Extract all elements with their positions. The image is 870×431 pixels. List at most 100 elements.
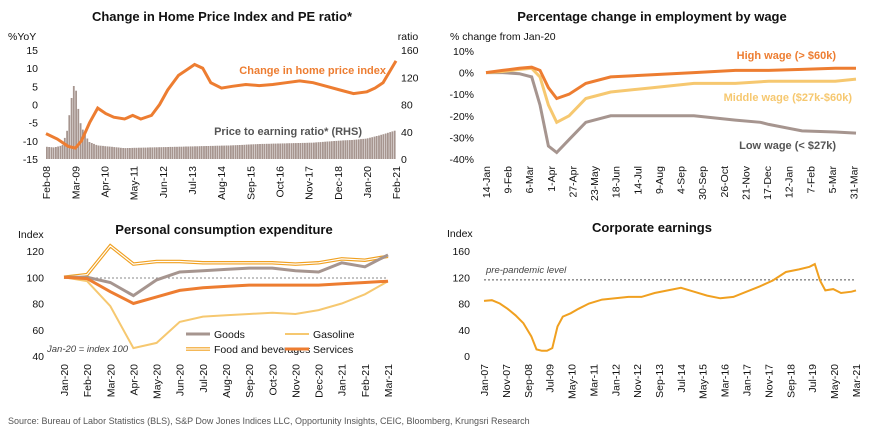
pce-x-tick: Feb-20 — [82, 364, 94, 397]
pe-ratio-bar — [268, 143, 270, 159]
pe-ratio-bar — [117, 147, 120, 159]
corporate-earnings-x-tick: Mar-11 — [589, 364, 601, 397]
employment-x-tick: 21-Nov — [740, 165, 752, 200]
pe-ratio-bar — [200, 146, 203, 159]
food-beverages-line — [63, 243, 389, 280]
pe-ratio-bar — [384, 133, 387, 159]
pe-ratio-bar — [162, 147, 165, 159]
pe-ratio-bar — [261, 143, 264, 159]
home-price-x-tick: Mar-09 — [70, 166, 82, 199]
home-price-y2-ticks: 0 40 80 120 160 — [401, 45, 419, 166]
employment-x-tick: 27-Apr — [568, 165, 580, 197]
pce-title: Personal consumption expenditure — [115, 222, 332, 237]
corporate-earnings-x-tick: Jul-09 — [545, 364, 557, 393]
pe-ratio-bar — [236, 145, 239, 159]
employment-y-tick: -10% — [449, 89, 474, 101]
employment-y-tick: -30% — [449, 132, 474, 144]
employment-x-tick: 26-Oct — [719, 166, 731, 198]
pe-ratio-bar — [315, 142, 317, 159]
home-price-x-tick: Jan-20 — [362, 166, 374, 198]
pce-y-tick: 60 — [32, 325, 44, 337]
legend-food-label: Food and beverages — [214, 344, 310, 356]
pe-ratio-bar — [160, 147, 163, 159]
employment-x-tick: 9-Aug — [654, 166, 666, 194]
pe-ratio-bar — [382, 134, 385, 159]
home-price-x-tick: Sep-15 — [245, 166, 257, 200]
pe-ratio-bar — [209, 145, 212, 159]
pe-ratio-bar — [250, 144, 252, 159]
home-price-x-tick: Oct-16 — [274, 166, 286, 198]
employment-x-tick: 30-Sep — [697, 166, 709, 200]
employment-x-tick: 18-Jun — [611, 166, 623, 198]
pe-ratio-bar — [339, 140, 342, 159]
pe-ratio-bar — [189, 146, 192, 159]
pe-ratio-bar — [256, 144, 259, 159]
pe-ratio-bar — [310, 142, 313, 159]
home-price-x-tick: Nov-17 — [304, 166, 316, 200]
low-wage-label: Low wage (< $27k) — [739, 140, 836, 152]
employment-x-tick: 14-Jul — [632, 166, 644, 195]
legend-goods-label: Goods — [214, 329, 245, 341]
pe-ratio-bar — [205, 146, 208, 159]
pe-ratio-bar — [142, 147, 145, 159]
employment-panel: Percentage change in employment by wage … — [449, 9, 860, 201]
corporate-earnings-title: Corporate earnings — [592, 220, 712, 235]
pe-ratio-bar — [169, 146, 172, 159]
pe-ratio-bar — [306, 142, 309, 159]
pe-ratio-bar — [124, 148, 127, 159]
pe-ratio-bar — [227, 145, 230, 159]
corporate-earnings-y-tick: 0 — [464, 351, 470, 363]
pe-ratio-bar — [99, 145, 102, 159]
pe-ratio-bar — [140, 147, 142, 159]
pe-ratio-bar — [55, 147, 57, 159]
employment-y-tick: -20% — [449, 111, 474, 123]
corporate-earnings-x-tick: Jan-12 — [610, 364, 622, 396]
home-price-index-line — [45, 60, 398, 150]
pe-ratio-bar — [277, 143, 279, 159]
pce-y-tick: 40 — [32, 351, 44, 363]
home-price-y-tick: 0 — [32, 100, 38, 112]
pe-ratio-bar — [288, 143, 291, 159]
home-price-y2-tick: 0 — [401, 154, 407, 166]
pce-x-tick: Jan-20 — [59, 364, 71, 396]
employment-x-tick: 12-Jan — [784, 166, 796, 198]
pe-ratio-bar — [308, 142, 311, 159]
high-wage-label: High wage (> $60k) — [737, 50, 837, 62]
home-price-y2-tick: 40 — [401, 127, 413, 139]
pe-ratio-bar — [59, 145, 62, 159]
pe-ratio-bar — [369, 137, 371, 159]
pe-ratio-bar — [245, 144, 248, 159]
pe-ratio-bar — [129, 148, 131, 159]
pe-ratio-bar — [111, 146, 113, 159]
home-price-x-tick: Feb-08 — [41, 166, 53, 199]
pce-y-tick: 80 — [32, 299, 44, 311]
pce-x-tick: Sep-20 — [244, 364, 256, 398]
corporate-earnings-x-tick: Sep-13 — [654, 364, 666, 398]
pe-ratio-bar — [223, 145, 225, 159]
pe-ratio-bar — [149, 147, 151, 159]
pe-ratio-bar — [330, 141, 333, 159]
corporate-earnings-x-tick: May-20 — [829, 364, 841, 399]
pe-ratio-bar — [317, 142, 320, 159]
corporate-earnings-y-tick: 40 — [458, 325, 470, 337]
pe-ratio-bar — [234, 145, 237, 159]
pe-ratio-bar — [126, 148, 129, 159]
legend-services-label: Services — [313, 344, 353, 356]
pe-ratio-bar — [75, 90, 77, 159]
pe-ratio-bar — [254, 144, 257, 159]
services-line — [63, 275, 389, 306]
pe-ratio-bar — [328, 141, 331, 159]
pe-ratio-bar — [180, 146, 183, 159]
pe-ratio-bar — [286, 143, 288, 159]
home-price-y2-tick: 120 — [401, 72, 419, 84]
pe-ratio-bar — [151, 147, 154, 159]
home-price-y-tick: -10 — [23, 136, 38, 148]
pe-ratio-bar — [230, 145, 232, 159]
pe-ratio-bar — [362, 138, 365, 159]
pe-ratio-bar — [373, 136, 376, 159]
corporate-earnings-x-tick: May-15 — [698, 364, 710, 399]
pe-ratio-bar — [122, 148, 125, 159]
pe-ratio-bar — [216, 145, 219, 159]
pe-ratio-bar — [265, 143, 268, 159]
